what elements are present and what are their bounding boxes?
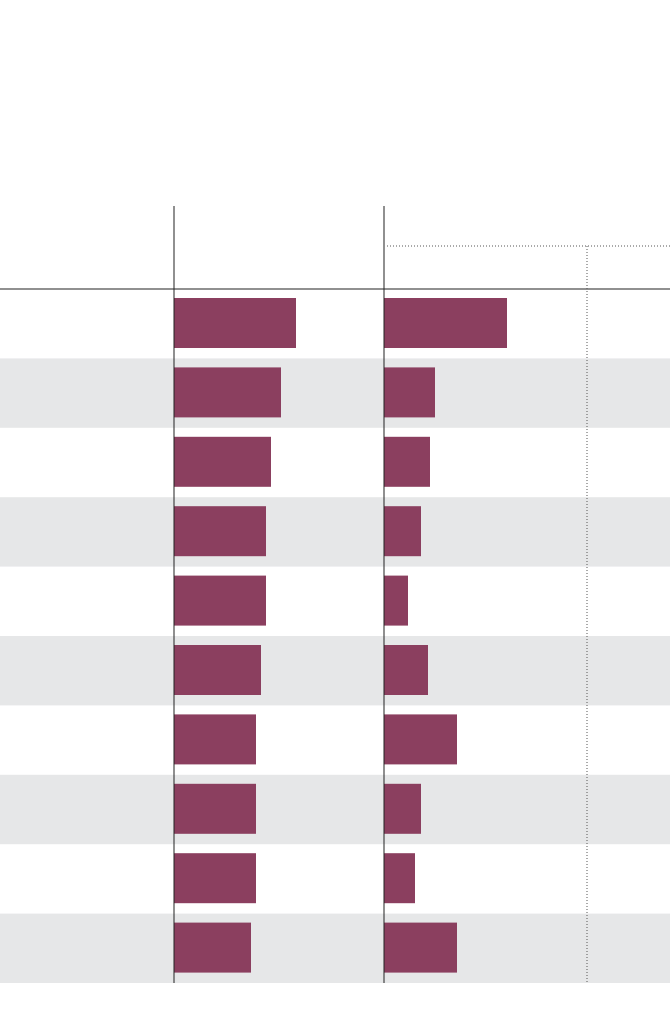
bar [384, 506, 421, 557]
bar [174, 298, 296, 348]
bar [384, 922, 457, 973]
bar [384, 783, 421, 834]
row-band [0, 913, 670, 983]
row-band [0, 774, 670, 845]
bar [174, 714, 256, 765]
row-band [0, 636, 670, 706]
bar [384, 645, 428, 695]
bar [384, 714, 457, 765]
bar [384, 436, 430, 487]
bar [384, 298, 507, 348]
row-backgrounds [0, 358, 670, 983]
bars [174, 298, 507, 973]
bar [174, 783, 256, 834]
bar [174, 575, 266, 626]
bar [174, 853, 256, 904]
bar [384, 853, 415, 904]
bar [174, 506, 266, 557]
bar [384, 575, 408, 626]
row-band [0, 358, 670, 428]
bar [174, 922, 251, 973]
bar [384, 367, 435, 418]
bar [174, 645, 261, 695]
bar [174, 367, 281, 418]
row-band [0, 497, 670, 567]
bar [174, 436, 271, 487]
